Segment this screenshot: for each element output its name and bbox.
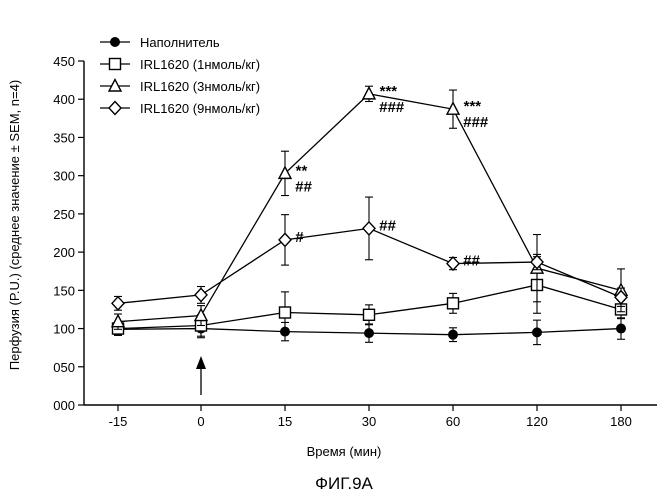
significance-label: *** <box>379 83 398 100</box>
significance-label: ** <box>295 162 308 179</box>
data-point <box>531 256 543 269</box>
significance-label: ## <box>379 217 396 234</box>
data-point <box>533 328 542 337</box>
data-point <box>363 222 375 235</box>
series-4 <box>112 197 627 310</box>
y-axis-title: Перфузия (P.U.) (среднее значение ± SEM,… <box>7 80 22 370</box>
legend-label: IRL1620 (1нмоль/кг) <box>140 57 260 72</box>
y-tick-label: 150 <box>53 283 75 298</box>
significance-label: ## <box>463 253 480 270</box>
data-point <box>363 87 375 99</box>
significance-label: # <box>295 229 304 246</box>
significance-label: ### <box>379 99 405 116</box>
significance-label: ### <box>463 114 489 131</box>
data-point <box>617 324 626 333</box>
x-tick-label: 30 <box>362 414 376 429</box>
y-tick-label: 100 <box>53 322 75 337</box>
y-tick-label: 250 <box>53 207 75 222</box>
data-point <box>195 288 207 301</box>
data-point <box>279 233 291 246</box>
legend-marker <box>109 80 121 92</box>
data-point <box>447 257 459 270</box>
x-axis-title: Время (мин) <box>307 444 382 459</box>
legend-marker <box>110 59 121 70</box>
legend-label: Наполнитель <box>140 35 220 50</box>
x-tick-label: 180 <box>610 414 632 429</box>
significance-label: *** <box>463 98 482 115</box>
significance-label: ## <box>295 178 312 195</box>
x-tick-label: 60 <box>446 414 460 429</box>
legend: Наполнитель IRL1620 (1нмоль/кг) IRL1620 (3… <box>100 35 260 116</box>
y-tick-label: 450 <box>53 54 75 69</box>
data-point <box>449 330 458 339</box>
x-tick-label: 15 <box>278 414 292 429</box>
data-point <box>364 309 375 320</box>
annotation-layer: **###***#####***##### <box>295 83 489 270</box>
legend-label: IRL1620 (3нмоль/кг) <box>140 79 260 94</box>
data-point <box>280 307 291 318</box>
legend-marker <box>109 102 121 115</box>
data-point <box>112 297 124 310</box>
y-tick-label: 200 <box>53 245 75 260</box>
legend-label: IRL1620 (9нмоль/кг) <box>140 101 260 116</box>
x-tick-label: 0 <box>197 414 204 429</box>
x-tick-label: -15 <box>109 414 128 429</box>
data-point <box>448 298 459 309</box>
figure-caption: ФИГ.9А <box>315 474 373 493</box>
data-point <box>365 329 374 338</box>
legend-marker <box>111 38 120 47</box>
x-tick-label: 120 <box>526 414 548 429</box>
dosing-arrow-head <box>196 356 206 369</box>
y-tick-label: 350 <box>53 130 75 145</box>
series-layer <box>112 86 627 344</box>
y-tick-label: 300 <box>53 169 75 184</box>
y-tick-label: 400 <box>53 92 75 107</box>
y-tick-label: 000 <box>53 398 75 413</box>
data-point <box>195 309 207 321</box>
y-tick-label: 050 <box>53 360 75 375</box>
